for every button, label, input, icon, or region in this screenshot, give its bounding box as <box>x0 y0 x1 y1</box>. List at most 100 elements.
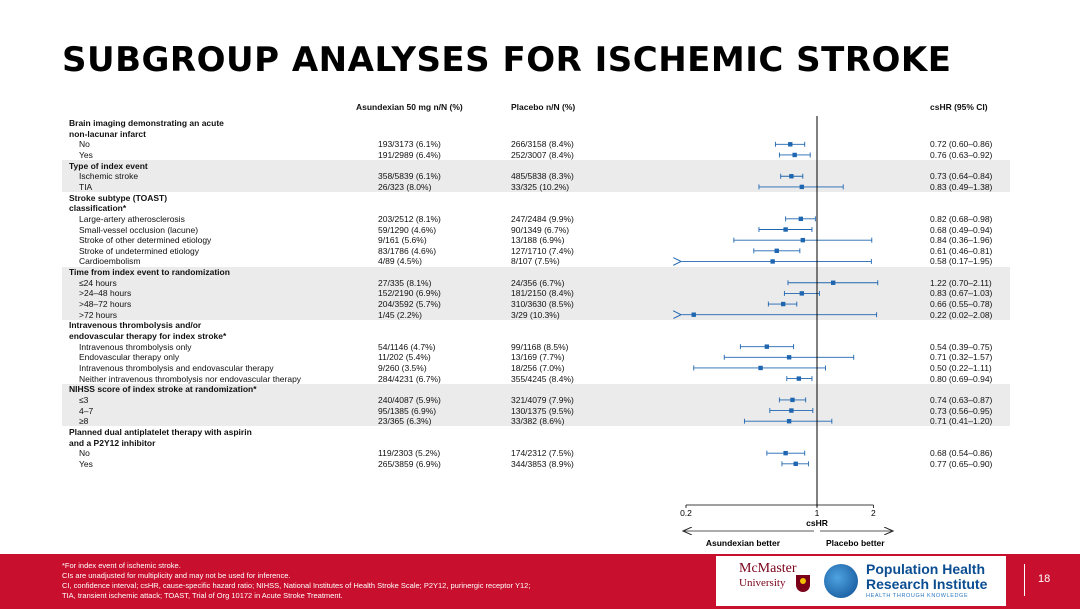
footnote-3: CI, confidence interval; csHR, cause-spe… <box>62 581 531 590</box>
point-estimate <box>780 301 786 307</box>
cshr-value: 0.54 (0.39–0.75) <box>930 341 993 352</box>
placebo-count: 127/1710 (7.4%) <box>511 245 574 256</box>
placebo-better-label: Placebo better <box>826 538 885 548</box>
mcmaster-logo-university: University <box>739 577 786 589</box>
globe-icon <box>824 564 858 598</box>
point-estimate <box>799 291 805 296</box>
x-axis-label: csHR <box>806 518 828 528</box>
forest-table: Brain imaging demonstrating an acute non-… <box>62 118 1010 469</box>
subgroup-label: Endovascular therapy only <box>79 352 180 363</box>
point-estimate <box>774 248 779 253</box>
footnote-1: *For index event of ischemic stroke. <box>62 561 181 570</box>
point-estimate <box>764 344 770 349</box>
placebo-count: 247/2484 (9.9%) <box>511 213 574 224</box>
asundexian-count: 9/161 (5.6%) <box>378 235 427 246</box>
asundexian-count: 83/1786 (4.6%) <box>378 245 437 256</box>
placebo-count: 33/382 (8.6%) <box>511 416 565 427</box>
asundexian-column-header: Asundexian 50 mg n/N (%) <box>356 102 463 112</box>
point-estimate <box>792 152 797 158</box>
footer-divider <box>1024 564 1025 596</box>
cshr-value: 0.50 (0.22–1.11) <box>930 362 992 373</box>
cshr-value: 0.68 (0.49–0.94) <box>930 224 993 235</box>
asundexian-better-label: Asundexian better <box>706 538 781 548</box>
asundexian-count: 358/5839 (6.1%) <box>378 171 441 182</box>
placebo-count: 33/325 (10.2%) <box>511 181 570 192</box>
point-estimate <box>789 174 794 179</box>
placebo-count: 24/356 (6.7%) <box>511 277 565 288</box>
cshr-value: 0.74 (0.63–0.87) <box>930 394 993 405</box>
placebo-count: 130/1375 (9.5%) <box>511 405 574 416</box>
subgroup-label: ≤24 hours <box>79 277 117 288</box>
asundexian-count: 9/260 (3.5%) <box>378 362 427 373</box>
point-estimate <box>796 376 802 381</box>
asundexian-count: 119/2303 (5.2%) <box>378 448 441 459</box>
point-estimate <box>783 227 788 232</box>
cshr-value: 0.58 (0.17–1.95) <box>930 256 993 267</box>
asundexian-count: 26/323 (8.0%) <box>378 181 432 192</box>
subgroup-header: Stroke subtype (TOAST) <box>69 192 168 203</box>
point-estimate <box>789 408 794 413</box>
cshr-value: 1.22 (0.70–2.11) <box>930 277 992 288</box>
footnote-2: CIs are unadjusted for multiplicity and … <box>62 571 291 580</box>
subgroup-label: Yes <box>79 149 93 160</box>
subgroup-label: Stroke of other determined etiology <box>79 235 212 246</box>
placebo-count: 8/107 (7.5%) <box>511 256 560 267</box>
subgroup-header: non-lacunar infarct <box>69 128 146 139</box>
subgroup-label: No <box>79 448 90 459</box>
asundexian-count: 27/335 (8.1%) <box>378 277 432 288</box>
subgroup-header: classification* <box>69 203 127 214</box>
forest-plot: 0.2 1 2 csHR Asundexian better Placebo better <box>0 116 1080 548</box>
x-tick-label: 1 <box>815 508 820 518</box>
shaded-group-band <box>62 383 1010 427</box>
asundexian-count: 265/3859 (6.9%) <box>378 458 441 469</box>
logo-panel: McMaster University Population Health Re… <box>716 556 1006 606</box>
subgroup-header: Planned dual antiplatelet therapy with a… <box>69 426 252 437</box>
placebo-count: 266/3158 (8.4%) <box>511 139 574 150</box>
cshr-value: 0.68 (0.54–0.86) <box>930 448 993 459</box>
placebo-count: 355/4245 (8.4%) <box>511 373 574 384</box>
subgroup-label: >48–72 hours <box>79 299 132 310</box>
placebo-count: 18/256 (7.0%) <box>511 362 565 373</box>
asundexian-count: 59/1290 (4.6%) <box>378 224 437 235</box>
cshr-value: 0.77 (0.65–0.90) <box>930 458 993 469</box>
asundexian-count: 203/2512 (8.1%) <box>378 213 441 224</box>
placebo-count: 252/3007 (8.4%) <box>511 149 574 160</box>
cshr-value: 0.71 (0.41–1.20) <box>930 416 993 427</box>
cshr-value: 0.71 (0.32–1.57) <box>930 352 993 363</box>
subgroup-label: No <box>79 139 90 150</box>
placebo-count: 13/169 (7.7%) <box>511 352 565 363</box>
asundexian-count: 284/4231 (6.7%) <box>378 373 441 384</box>
asundexian-count: 240/4087 (5.9%) <box>378 394 441 405</box>
subgroup-header: Time from index event to randomization <box>69 267 230 278</box>
placebo-count: 181/2150 (8.4%) <box>511 288 574 299</box>
footnote-4: TIA, transient ischemic attack; TOAST, T… <box>62 591 343 600</box>
subgroup-label: Intravenous thrombolysis and endovascula… <box>79 362 274 373</box>
point-estimate <box>800 237 806 243</box>
shaded-group-band <box>62 160 1010 193</box>
subgroup-label: >72 hours <box>79 309 118 320</box>
phri-logo-line1: Population Health <box>866 561 985 577</box>
placebo-count: 3/29 (10.3%) <box>511 309 560 320</box>
placebo-count: 485/5838 (8.3%) <box>511 171 574 182</box>
point-estimate <box>786 355 792 360</box>
asundexian-count: 204/3592 (5.7%) <box>378 299 441 310</box>
point-estimate <box>770 259 775 264</box>
mcmaster-logo-name: McMaster <box>739 561 797 576</box>
placebo-count: 99/1168 (8.5%) <box>511 341 569 352</box>
point-estimate <box>783 450 788 456</box>
cshr-value: 0.22 (0.02–2.08) <box>930 309 993 320</box>
point-estimate <box>758 365 763 371</box>
asundexian-count: 193/3173 (6.1%) <box>378 139 441 150</box>
subgroup-label: Yes <box>79 458 93 469</box>
subgroup-label: Ischemic stroke <box>79 171 139 182</box>
shaded-group-band <box>62 266 1010 320</box>
phri-tagline: HEALTH THROUGH KNOWLEDGE <box>866 593 969 599</box>
x-tick-label: 0.2 <box>680 508 692 518</box>
point-estimate <box>691 312 696 317</box>
subgroup-label: Cardioembolism <box>79 256 141 267</box>
cshr-value: 0.72 (0.60–0.86) <box>930 139 993 150</box>
subgroup-header: endovascular therapy for index stroke* <box>69 331 227 341</box>
asundexian-count: 95/1385 (6.9%) <box>378 405 437 416</box>
subgroup-label: ≥8 <box>79 416 89 427</box>
phri-logo-line2: Research Institute <box>866 576 988 592</box>
